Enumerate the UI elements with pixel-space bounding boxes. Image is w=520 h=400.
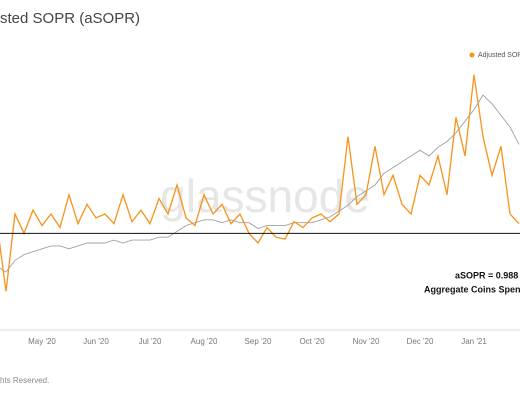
chart-title: sted SOPR (aSOPR): [0, 10, 140, 27]
x-tick-label: May '20: [28, 337, 56, 346]
x-tick-label: Aug '20: [191, 337, 218, 346]
x-tick-label: Nov '20: [353, 337, 380, 346]
footer: hts Reserved.: [0, 376, 49, 385]
x-tick-label: Jul '20: [139, 337, 162, 346]
annotation: aSOPR = 0.988: [455, 270, 518, 280]
legend-label: Adjusted SOPR (aSOPR): [478, 52, 520, 59]
x-tick-label: Sep '20: [245, 337, 272, 346]
x-tick-label: Jan '21: [461, 337, 487, 346]
x-tick-label: Jun '20: [83, 337, 109, 346]
x-tick-label: Dec '20: [407, 337, 434, 346]
annotation: Aggregate Coins Spent: [424, 284, 520, 294]
series-line: [0, 94, 520, 273]
legend-marker: [469, 52, 475, 58]
series-line: [0, 74, 520, 292]
x-tick-label: Oct '20: [299, 337, 325, 346]
